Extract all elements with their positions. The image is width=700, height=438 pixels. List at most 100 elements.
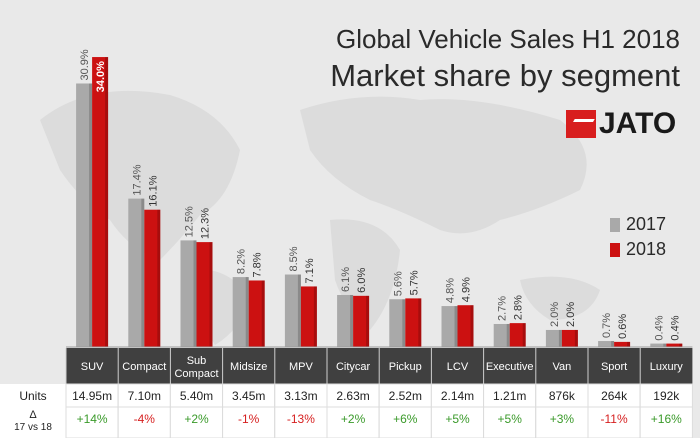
- bar-label-2017-5: 6.1%: [340, 267, 352, 292]
- change-cell-6: [378, 406, 432, 438]
- bar-2017-2: [180, 240, 197, 347]
- bar-2018-1: [144, 209, 161, 347]
- change-value-11: +16%: [651, 412, 682, 426]
- units-value-6: 2.52m: [389, 389, 422, 403]
- units-value-3: 3.45m: [232, 389, 265, 403]
- change-cell-4: [274, 406, 328, 438]
- bar-label-2017-3: 8.2%: [236, 249, 248, 274]
- bar-shade-2017-1: [141, 198, 145, 347]
- bar-2018-9: [561, 329, 578, 347]
- bar-label-2018-6: 5.7%: [408, 270, 420, 295]
- chart-title: Global Vehicle Sales H1 2018: [335, 24, 680, 54]
- bar-label-2017-4: 8.5%: [288, 246, 300, 271]
- change-value-8: +5%: [498, 412, 523, 426]
- chart-legend: 2017 2018: [610, 212, 666, 262]
- bar-label-2018-8: 2.8%: [513, 295, 525, 320]
- change-cell-7: [430, 406, 485, 438]
- change-value-3: -1%: [238, 412, 260, 426]
- bar-label-2017-1: 17.4%: [131, 164, 143, 195]
- legend-swatch-2018: [610, 242, 620, 257]
- change-value-1: -4%: [134, 412, 156, 426]
- row-label-delta-symbol: Δ: [29, 409, 37, 421]
- change-value-4: -13%: [287, 412, 315, 426]
- bar-label-2017-2: 12.5%: [184, 206, 196, 237]
- bar-label-2017-0: 30.9%: [79, 49, 91, 80]
- legend-item-2017: 2017: [610, 212, 666, 237]
- row-label-cell-change: [0, 407, 66, 438]
- bar-shade-2017-2: [193, 240, 197, 347]
- units-value-2: 5.40m: [180, 389, 213, 403]
- bar-label-2018-10: 0.6%: [617, 314, 629, 339]
- bar-2018-2: [196, 242, 213, 347]
- bar-shade-2017-4: [297, 274, 301, 347]
- bar-2018-7: [457, 305, 474, 347]
- category-label-5: Citycar: [336, 361, 371, 373]
- change-cell-2: [169, 406, 224, 438]
- bar-label-2017-8: 2.7%: [497, 296, 509, 321]
- bar-shade-2018-3: [261, 280, 265, 347]
- category-label-2-line2: Compact: [174, 368, 218, 380]
- bar-2018-11: [666, 343, 683, 347]
- bar-2018-10: [614, 341, 631, 347]
- bar-2017-9: [545, 329, 562, 347]
- bar-2018-3: [248, 280, 265, 347]
- units-value-5: 2.63m: [336, 389, 369, 403]
- bar-label-2018-2: 12.3%: [200, 208, 212, 239]
- units-value-7: 2.14m: [441, 389, 474, 403]
- category-label-8: Executive: [486, 361, 534, 373]
- row-label-units: Units: [19, 389, 46, 403]
- bar-shade-2017-6: [402, 299, 406, 347]
- bar-label-2017-11: 0.4%: [653, 315, 665, 340]
- category-label-9: Van: [553, 361, 572, 373]
- bar-2017-0: [76, 83, 93, 347]
- units-value-8: 1.21m: [493, 389, 526, 403]
- change-value-10: -11%: [601, 412, 628, 426]
- bar-label-2018-7: 4.9%: [461, 277, 473, 302]
- units-value-4: 3.13m: [284, 389, 317, 403]
- row-label-delta-caption: 17 vs 18: [14, 422, 52, 433]
- category-label-7: LCV: [447, 361, 469, 373]
- legend-item-2018: 2018: [610, 237, 666, 262]
- bar-2018-8: [509, 323, 526, 347]
- bar-label-2017-10: 0.7%: [601, 313, 613, 338]
- units-value-11: 192k: [653, 389, 680, 403]
- bar-shade-2018-5: [366, 295, 370, 347]
- change-value-7: +5%: [445, 412, 470, 426]
- units-value-1: 7.10m: [128, 389, 161, 403]
- bar-shade-2018-0: [105, 57, 109, 348]
- bar-label-2017-9: 2.0%: [549, 302, 561, 327]
- row-label-cell-units: [0, 384, 66, 407]
- bar-shade-2018-4: [313, 286, 317, 347]
- bar-label-2017-7: 4.8%: [445, 278, 457, 303]
- category-label-1: Compact: [122, 361, 166, 373]
- units-value-10: 264k: [601, 389, 628, 403]
- bar-label-2018-9: 2.0%: [565, 302, 577, 327]
- category-label-2-line1: Sub: [187, 355, 207, 367]
- category-label-10: Sport: [601, 361, 627, 373]
- bar-2017-3: [232, 277, 249, 347]
- bar-label-2018-4: 7.1%: [304, 258, 316, 283]
- category-label-0: SUV: [81, 361, 104, 373]
- change-cell-0: [65, 406, 119, 438]
- bar-label-2017-6: 5.6%: [392, 271, 404, 296]
- chart-subtitle: Market share by segment: [330, 58, 680, 93]
- bar-2017-7: [441, 306, 458, 347]
- bar-label-2018-0: 34.0%: [95, 61, 107, 92]
- bar-shade-2017-5: [350, 294, 354, 347]
- bar-shade-2018-7: [470, 305, 474, 347]
- bar-2017-1: [128, 198, 145, 347]
- change-cell-9: [535, 406, 589, 438]
- bar-shade-2017-9: [558, 329, 562, 347]
- bar-label-2018-1: 16.1%: [147, 175, 159, 206]
- change-value-6: +6%: [393, 412, 418, 426]
- legend-swatch-2017: [610, 217, 620, 232]
- bar-shade-2018-2: [209, 242, 213, 347]
- category-label-4: MPV: [289, 361, 314, 373]
- bar-shade-2018-11: [679, 343, 683, 347]
- category-label-11: Luxury: [650, 361, 684, 373]
- bar-2017-10: [598, 341, 615, 347]
- bar-2017-8: [493, 323, 510, 347]
- category-label-6: Pickup: [389, 361, 422, 373]
- change-cell-1: [117, 406, 171, 438]
